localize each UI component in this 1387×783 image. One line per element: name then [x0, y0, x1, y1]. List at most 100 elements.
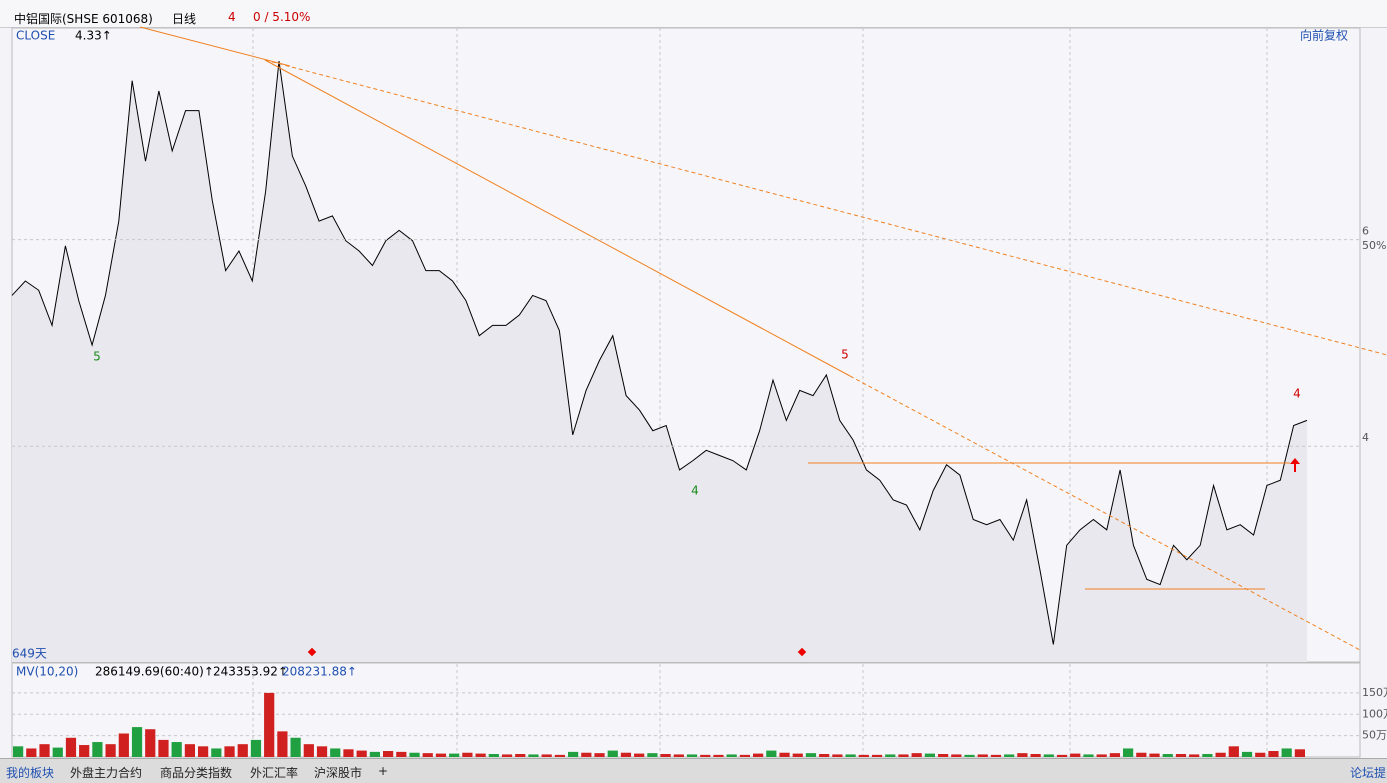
volume-bar	[237, 744, 248, 757]
volume-bar	[515, 754, 526, 757]
volume-bar	[1175, 754, 1187, 757]
count: 4	[228, 10, 236, 24]
volume-bar	[832, 754, 843, 757]
indicator[interactable]: CLOSE	[16, 29, 55, 43]
volume-bar	[594, 753, 605, 757]
volume-bar	[39, 744, 50, 757]
chart: CLOSE 4.33↑ 向前复权 649天 50% MV(10,20) 2861…	[11, 26, 1387, 758]
period[interactable]: 日线	[172, 12, 197, 26]
volume-bar	[1136, 752, 1147, 757]
tab[interactable]: 沪深股市	[314, 766, 363, 780]
volume-bar	[739, 754, 750, 757]
volume-bar	[620, 752, 632, 757]
y-tick-label: 100万	[1362, 707, 1387, 720]
volume-bar	[753, 753, 764, 757]
volume-bar	[1056, 754, 1068, 757]
volume-bar	[343, 749, 354, 757]
tab[interactable]: 外汇汇率	[250, 766, 299, 780]
volume-bar	[79, 745, 90, 757]
volume-bar	[224, 746, 235, 757]
volume-bar	[554, 754, 565, 757]
volume-bar	[858, 754, 869, 757]
tab[interactable]: 商品分类指数	[160, 766, 233, 780]
volume-bar	[819, 754, 830, 757]
tab[interactable]: 外盘主力合约	[70, 766, 143, 780]
volume-bar	[409, 752, 420, 757]
volume-panel	[11, 662, 1361, 758]
volume-bar	[700, 754, 711, 757]
volume-bar	[541, 754, 552, 757]
volume-bar	[488, 754, 499, 757]
volume-bar	[1255, 752, 1266, 757]
mv1: 286149.69(60:40)↑	[95, 665, 214, 679]
volume-bar	[766, 750, 777, 757]
volume-bar	[924, 753, 935, 757]
volume-bar	[779, 752, 790, 757]
y-tick-label: 150万	[1362, 686, 1387, 699]
volume-bar	[990, 754, 1002, 757]
volume-bar	[1241, 751, 1253, 757]
volume-bar	[65, 737, 77, 757]
volume-bar	[383, 751, 394, 757]
volume-bar	[964, 754, 975, 757]
volume-bar	[184, 744, 195, 757]
change: 0 / 5.10%	[253, 10, 311, 24]
volume-bar	[713, 754, 724, 757]
marker	[307, 647, 317, 657]
volume-title[interactable]: MV(10,20)	[16, 665, 78, 679]
volume-bar	[568, 751, 579, 757]
volume-bar	[118, 733, 129, 757]
volume-bar	[475, 753, 486, 757]
volume-bar	[435, 753, 447, 757]
volume-bar	[673, 754, 684, 757]
volume-bar	[885, 754, 896, 757]
annotation: 4	[691, 484, 699, 498]
volume-bar	[356, 750, 367, 757]
price-area	[12, 61, 1307, 662]
volume-bar	[105, 744, 116, 757]
price-line	[11, 60, 1308, 645]
volume-bar	[211, 748, 222, 757]
y-tick-label: 6	[1362, 225, 1369, 238]
volume-bar	[13, 746, 24, 757]
adjust[interactable]: 向前复权	[1300, 28, 1348, 43]
volume-bar	[1017, 753, 1028, 757]
volume-bar	[52, 747, 63, 757]
volume-bar	[1096, 754, 1107, 757]
volume-bar	[422, 753, 433, 757]
volume-bar	[1109, 753, 1120, 757]
volume-bar	[290, 737, 301, 757]
volume-bar	[501, 754, 513, 757]
buy-arrow	[1290, 458, 1300, 472]
volume-bar	[1294, 749, 1305, 757]
tab[interactable]: +	[378, 764, 389, 778]
volume-bar	[1030, 754, 1041, 757]
volume-bar	[1202, 754, 1213, 757]
volume-bar	[686, 754, 698, 757]
annotation: 4	[1293, 387, 1301, 401]
volume-bar	[158, 739, 169, 757]
volume-bar	[977, 754, 988, 757]
tab-bar: 我的板块 外盘主力合约 商品分类指数 外汇汇率 沪深股市 + 论坛提	[0, 758, 1387, 783]
volume-bar	[528, 754, 539, 757]
volume-bar	[1228, 746, 1239, 757]
symbol[interactable]: 中铝国际(SHSE 601068)	[14, 12, 153, 26]
forum[interactable]: 论坛提	[1350, 766, 1387, 780]
mv3: 208231.88↑	[282, 665, 357, 679]
marker	[797, 647, 807, 657]
volume-bar	[369, 751, 380, 757]
volume-bar	[316, 746, 328, 757]
volume-bar	[634, 753, 645, 757]
volume-bar	[92, 742, 103, 757]
volume-bar	[264, 692, 275, 757]
pct-label: 50%	[1362, 239, 1386, 252]
annotation: 5	[841, 348, 849, 362]
tab[interactable]: 我的板块	[6, 766, 55, 780]
volume-bar	[938, 754, 949, 757]
last-price: 4.33↑	[75, 29, 112, 43]
volume-bar	[898, 754, 909, 757]
volume-bar	[805, 753, 817, 757]
volume-bar	[145, 729, 156, 757]
volume-bar	[647, 753, 658, 757]
volume-bar	[911, 753, 922, 757]
